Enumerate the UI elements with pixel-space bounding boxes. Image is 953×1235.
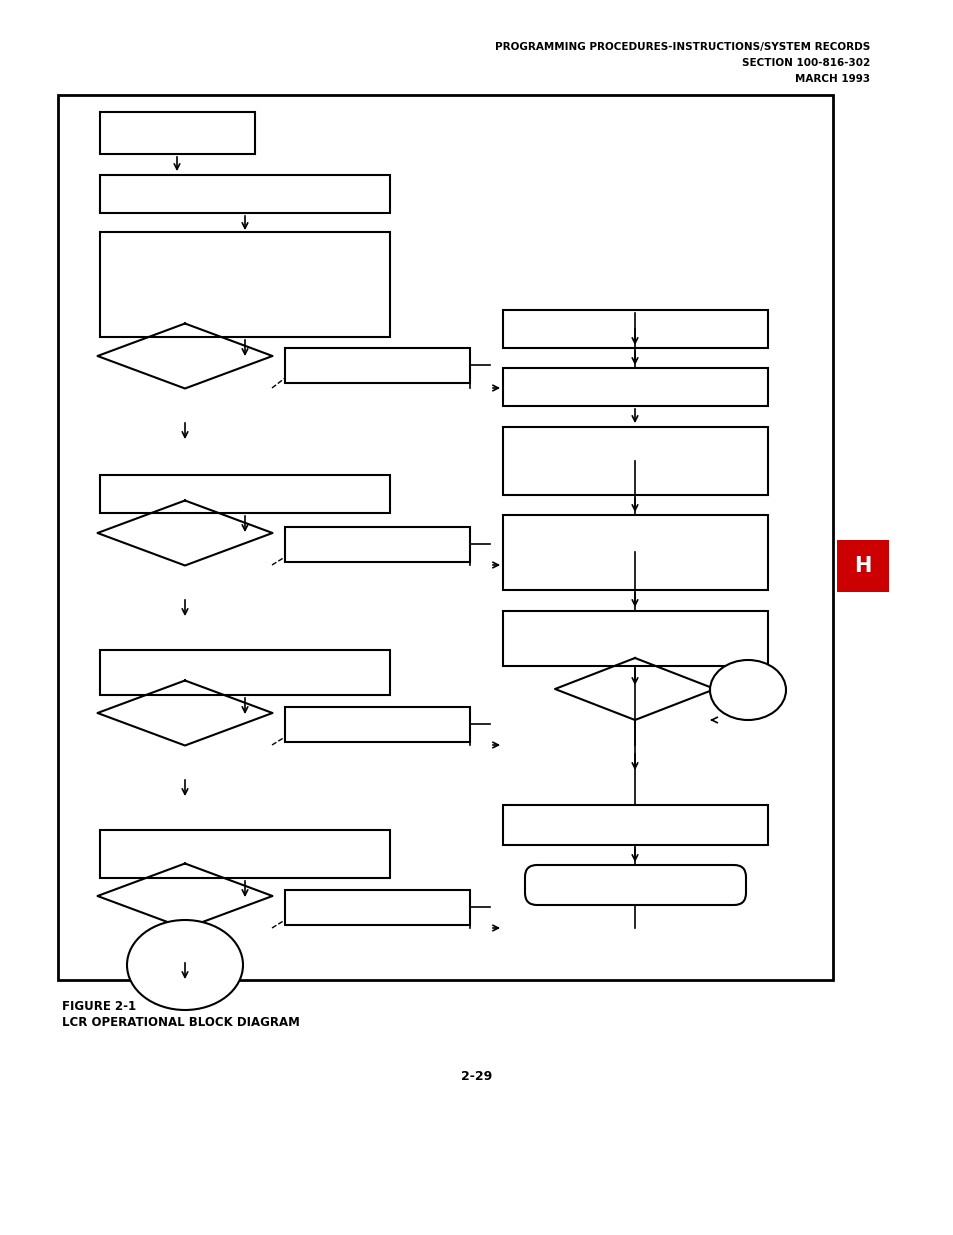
Bar <box>285 706 470 742</box>
Text: H: H <box>854 556 871 576</box>
Polygon shape <box>97 324 273 389</box>
Bar <box>100 175 390 212</box>
Bar <box>836 540 888 592</box>
Bar <box>100 232 390 337</box>
Bar <box>58 95 832 981</box>
Text: LCR OPERATIONAL BLOCK DIAGRAM: LCR OPERATIONAL BLOCK DIAGRAM <box>62 1016 299 1029</box>
Bar <box>100 112 254 154</box>
Bar <box>502 427 767 495</box>
Polygon shape <box>97 500 273 566</box>
Bar <box>285 890 470 925</box>
Bar <box>100 830 390 878</box>
Bar <box>502 611 767 666</box>
Ellipse shape <box>127 920 243 1010</box>
Polygon shape <box>97 680 273 746</box>
Text: 2-29: 2-29 <box>461 1070 492 1083</box>
Bar <box>100 475 390 513</box>
Bar <box>502 805 767 845</box>
Bar <box>100 650 390 695</box>
Text: FIGURE 2-1: FIGURE 2-1 <box>62 1000 136 1013</box>
Polygon shape <box>97 863 273 929</box>
Polygon shape <box>555 658 714 720</box>
FancyBboxPatch shape <box>524 864 745 905</box>
Ellipse shape <box>709 659 785 720</box>
Text: PROGRAMMING PROCEDURES-INSTRUCTIONS/SYSTEM RECORDS: PROGRAMMING PROCEDURES-INSTRUCTIONS/SYST… <box>495 42 869 52</box>
Bar <box>285 348 470 383</box>
Bar <box>502 368 767 406</box>
Bar <box>502 310 767 348</box>
Bar <box>285 527 470 562</box>
Text: MARCH 1993: MARCH 1993 <box>794 74 869 84</box>
Text: SECTION 100-816-302: SECTION 100-816-302 <box>741 58 869 68</box>
Bar <box>502 515 767 590</box>
